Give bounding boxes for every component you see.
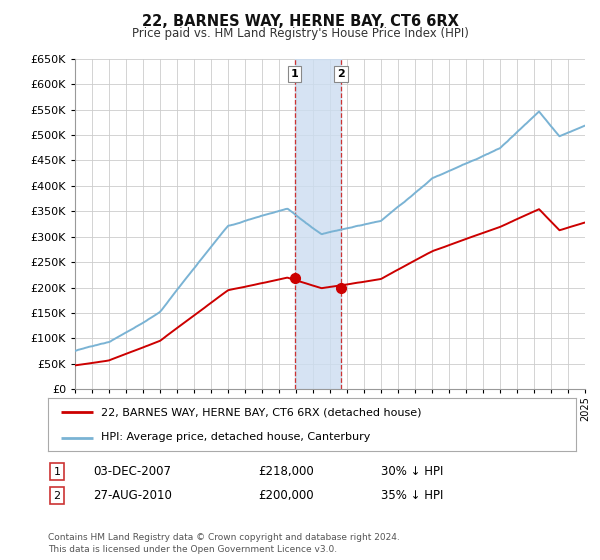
Text: Price paid vs. HM Land Registry's House Price Index (HPI): Price paid vs. HM Land Registry's House … bbox=[131, 27, 469, 40]
Text: 22, BARNES WAY, HERNE BAY, CT6 6RX: 22, BARNES WAY, HERNE BAY, CT6 6RX bbox=[142, 14, 458, 29]
Text: 35% ↓ HPI: 35% ↓ HPI bbox=[381, 489, 443, 502]
Text: 27-AUG-2010: 27-AUG-2010 bbox=[93, 489, 172, 502]
Text: 1: 1 bbox=[53, 466, 61, 477]
Text: 2: 2 bbox=[337, 69, 345, 79]
Bar bbox=[295, 59, 341, 389]
Text: 22, BARNES WAY, HERNE BAY, CT6 6RX (detached house): 22, BARNES WAY, HERNE BAY, CT6 6RX (deta… bbox=[101, 408, 421, 418]
Text: 30% ↓ HPI: 30% ↓ HPI bbox=[381, 465, 443, 478]
Text: HPI: Average price, detached house, Canterbury: HPI: Average price, detached house, Cant… bbox=[101, 432, 370, 442]
Text: £200,000: £200,000 bbox=[258, 489, 314, 502]
Text: 1: 1 bbox=[291, 69, 299, 79]
Text: Contains HM Land Registry data © Crown copyright and database right 2024.: Contains HM Land Registry data © Crown c… bbox=[48, 533, 400, 542]
Text: This data is licensed under the Open Government Licence v3.0.: This data is licensed under the Open Gov… bbox=[48, 545, 337, 554]
Text: £218,000: £218,000 bbox=[258, 465, 314, 478]
Text: 03-DEC-2007: 03-DEC-2007 bbox=[93, 465, 171, 478]
Text: 2: 2 bbox=[53, 491, 61, 501]
